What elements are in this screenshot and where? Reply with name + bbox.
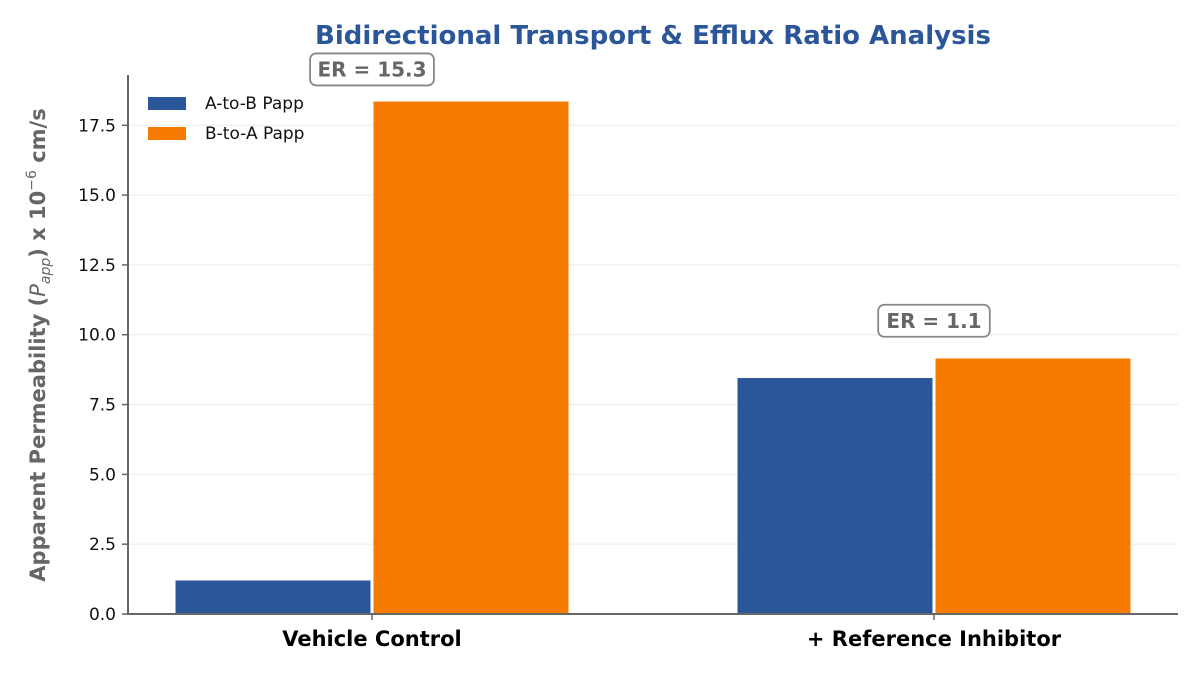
bar-a-to-b-0 xyxy=(175,580,371,614)
chart-title: Bidirectional Transport & Efflux Ratio A… xyxy=(315,21,991,51)
y-tick-label: 12.5 xyxy=(78,256,116,276)
x-category-label: Vehicle Control xyxy=(282,627,462,651)
efflux-ratio-box xyxy=(877,303,991,338)
bar-a-to-b-1 xyxy=(737,378,933,614)
y-tick-label: 0.0 xyxy=(89,605,116,625)
legend-swatch xyxy=(148,97,186,110)
ylabel-suffix: cm/s xyxy=(26,108,50,170)
bars xyxy=(175,101,1131,615)
ylabel-middle: ) x 10 xyxy=(26,191,50,258)
y-tick-label: 2.5 xyxy=(89,535,116,555)
y-tick-label: 15.0 xyxy=(78,186,116,206)
x-category-label: + Reference Inhibitor xyxy=(807,627,1062,651)
axes xyxy=(127,75,1178,615)
ylabel-subscript: app xyxy=(38,258,54,284)
y-tick-label: 5.0 xyxy=(89,465,116,485)
ylabel-exponent: −6 xyxy=(24,170,40,191)
annotations: ER = 15.3 ER = 1.1 xyxy=(309,52,991,338)
bar-b-to-a-0 xyxy=(373,101,569,615)
y-axis-label: Apparent Permeability (Papp) x 10−6 cm/s xyxy=(24,108,54,581)
legend-swatch xyxy=(148,127,186,140)
legend-label: A-to-B Papp xyxy=(205,94,304,114)
y-tick-labels: 0.0 2.5 5.0 7.5 10.0 12.5 15.0 17.5 xyxy=(78,116,128,625)
x-category-labels: Vehicle Control + Reference Inhibitor xyxy=(282,614,1062,651)
legend: A-to-B Papp B-to-A Papp xyxy=(148,94,304,144)
efflux-ratio-label: ER = 15.3 xyxy=(317,57,426,81)
grid-lines xyxy=(128,124,1178,545)
y-tick-label: 7.5 xyxy=(89,396,116,416)
efflux-ratio-label: ER = 1.1 xyxy=(886,309,981,333)
ylabel-symbol: P xyxy=(26,284,50,297)
y-tick-label: 17.5 xyxy=(78,116,116,136)
ylabel-prefix: Apparent Permeability ( xyxy=(26,297,50,582)
legend-label: B-to-A Papp xyxy=(205,124,304,144)
bar-b-to-a-1 xyxy=(935,358,1131,614)
y-tick-label: 10.0 xyxy=(78,326,116,346)
efflux-ratio-box xyxy=(309,52,435,87)
